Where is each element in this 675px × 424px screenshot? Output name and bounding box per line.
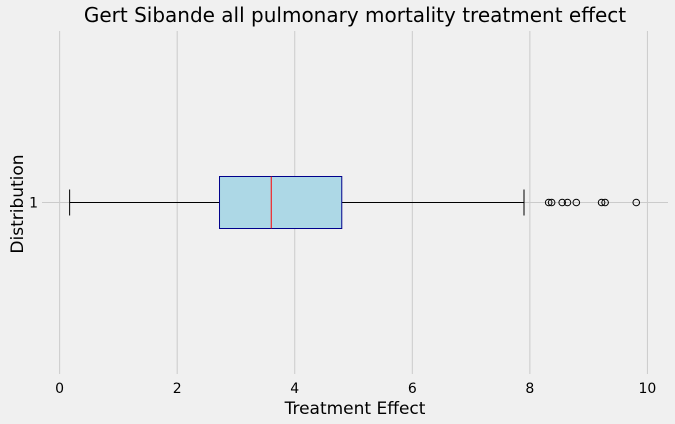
outlier-point <box>547 198 556 207</box>
y-tick-labels: 1 <box>29 196 38 212</box>
outlier-point <box>572 198 581 207</box>
x-tick-label: 2 <box>173 381 182 397</box>
x-tick-label: 0 <box>55 381 64 397</box>
iqr-box <box>219 176 343 229</box>
outlier-point <box>558 198 566 207</box>
outlier-point <box>601 198 609 207</box>
x-tick-label: 8 <box>525 381 534 397</box>
outlier-point <box>544 198 553 207</box>
outlier-point <box>632 198 641 207</box>
outlier-point <box>597 198 606 207</box>
box-series <box>69 176 641 229</box>
x-tick-label: 10 <box>639 381 657 397</box>
x-tick-label: 4 <box>290 381 299 397</box>
x-axis-label: Treatment Effect <box>284 399 426 419</box>
x-tick-label: 6 <box>408 381 417 397</box>
y-axis-label: Distribution <box>8 154 28 253</box>
y-tick-label: 1 <box>29 196 38 212</box>
outlier-point <box>563 198 572 207</box>
x-tick-labels: 0 2 4 6 8 10 <box>55 381 656 397</box>
chart-title: Gert Sibande all pulmonary mortality tre… <box>84 3 626 27</box>
